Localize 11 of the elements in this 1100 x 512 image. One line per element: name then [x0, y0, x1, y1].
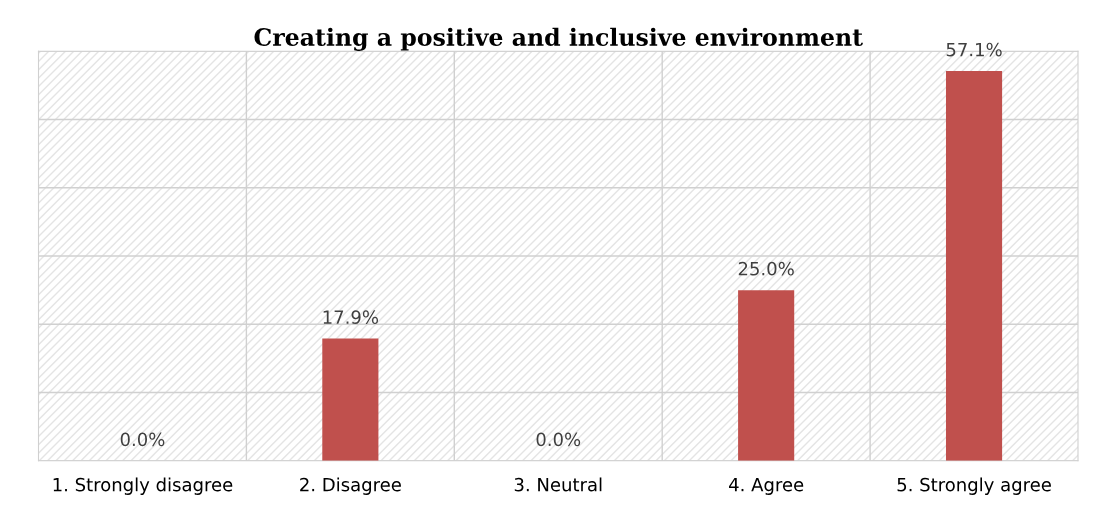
chart-title: Creating a positive and inclusive environment [254, 27, 863, 51]
data-label: 57.1% [946, 42, 1002, 57]
x-tick-label: 2. Disagree [300, 477, 401, 495]
x-tick-label: 5. Strongly agree [897, 477, 1051, 495]
data-label: 17.9% [323, 310, 379, 324]
x-tick-label: 4. Agree [729, 478, 804, 495]
data-label: 0.0% [536, 432, 581, 447]
data-label: 25.0% [738, 261, 794, 276]
x-tick-label: 3. Neutral [514, 477, 602, 492]
data-label: 0.0% [120, 432, 165, 447]
x-tick-label: 1. Strongly disagree [53, 477, 233, 495]
